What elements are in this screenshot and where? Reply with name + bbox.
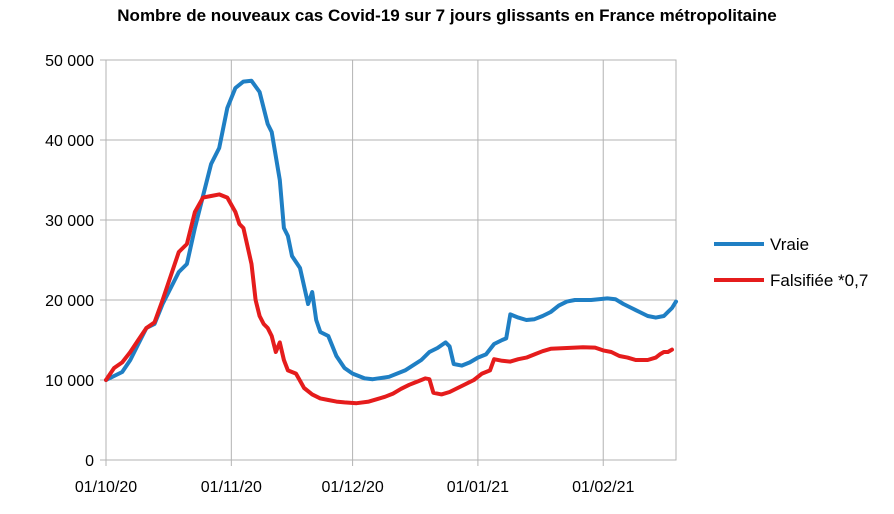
legend-label: Vraie: [770, 235, 809, 254]
legend-label: Falsifiée *0,7: [770, 271, 868, 290]
x-tick-label: 01/01/21: [447, 479, 509, 496]
grid-lines: [105, 59, 676, 461]
y-tick-label: 30 000: [45, 213, 94, 230]
chart-title: Nombre de nouveaux cas Covid-19 sur 7 jo…: [117, 6, 777, 25]
legend: Vraie Falsifiée *0,7: [714, 235, 868, 290]
axis-labels: 0 10 000 20 000 30 000 40 000 50 000 01/10/20 0…: [45, 53, 634, 496]
x-tick-label: 01/11/20: [201, 479, 262, 496]
x-tick-label: 01/10/20: [75, 479, 137, 496]
series-lines: [104, 78, 678, 406]
x-tick-label: 01/02/21: [572, 479, 634, 496]
y-tick-label: 20 000: [45, 293, 94, 310]
series-line-vraie: [104, 78, 678, 382]
series-line-falsifiee: [104, 192, 674, 406]
y-tick-label: 10 000: [45, 373, 94, 390]
x-tick-label: 01/12/20: [321, 479, 383, 496]
y-tick-label: 0: [85, 453, 94, 470]
plot-area-border: [105, 59, 677, 461]
y-tick-label: 40 000: [45, 133, 94, 150]
y-tick-label: 50 000: [45, 53, 94, 70]
